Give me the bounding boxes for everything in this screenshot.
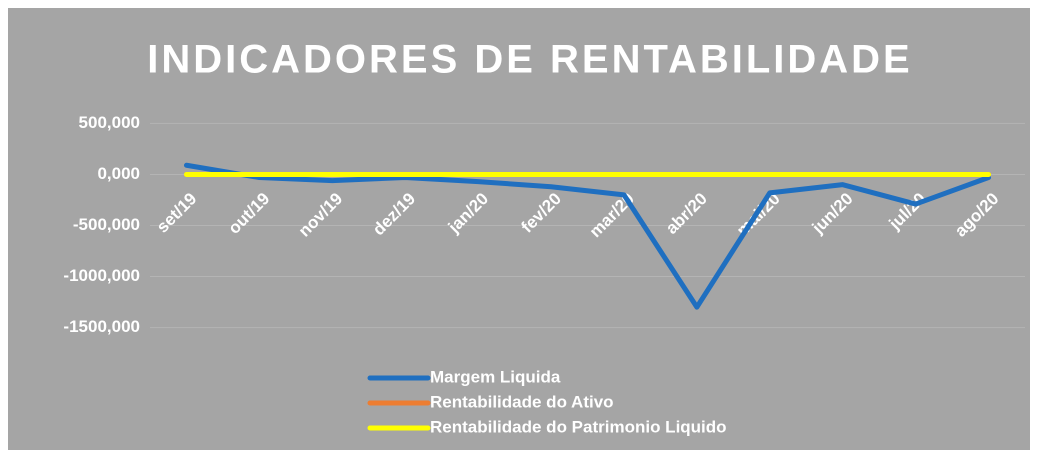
y-tick-label: -500,000 [73, 215, 140, 234]
y-tick-label: 0,000 [97, 164, 140, 183]
y-tick-label: -1500,000 [63, 317, 140, 336]
chart-background [8, 8, 1030, 450]
y-tick-label: 500,000 [79, 113, 140, 132]
y-tick-label: -1000,000 [63, 266, 140, 285]
chart-title: INDICADORES DE RENTABILIDADE [147, 38, 913, 82]
legend-label: Rentabilidade do Patrimonio Liquido [430, 417, 727, 436]
series-line [183, 162, 992, 310]
legend-label: Margem Liquida [430, 367, 561, 386]
legend-label: Rentabilidade do Ativo [430, 392, 614, 411]
